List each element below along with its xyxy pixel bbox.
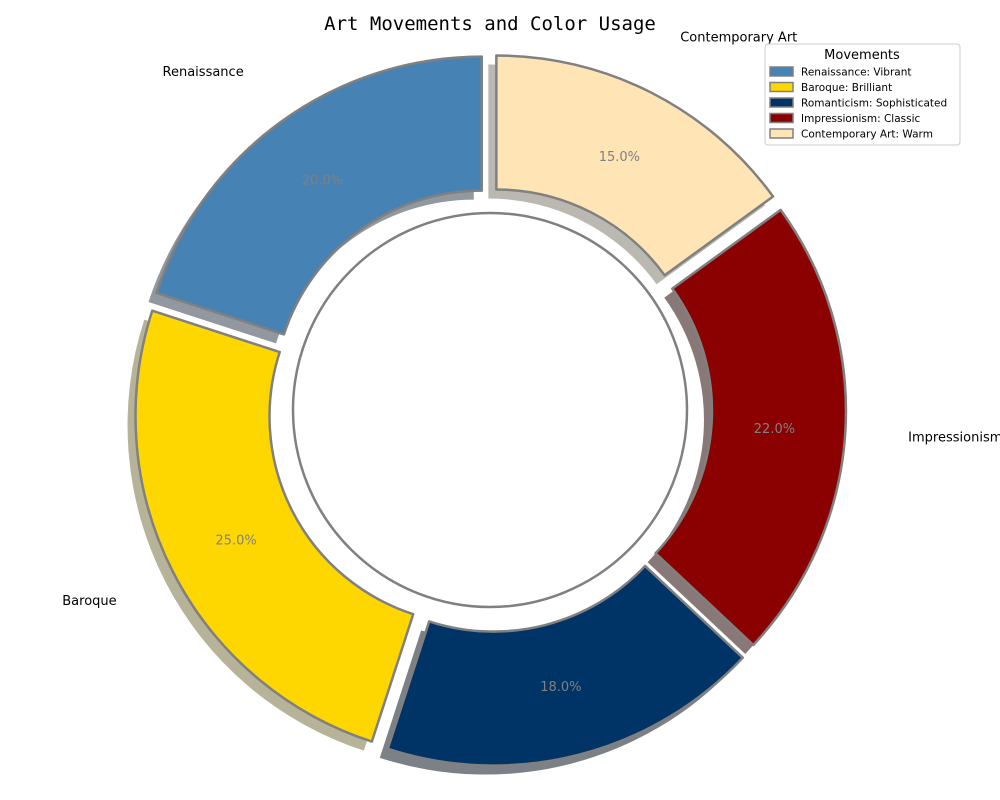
percent-label-impressionism: 22.0% — [754, 422, 795, 437]
percent-label-baroque: 25.0% — [215, 533, 256, 548]
slice-label-renaissance: Renaissance — [163, 65, 244, 80]
legend-entry-impressionism: Impressionism: Classic — [801, 113, 921, 125]
slice-label-impressionism: Impressionism — [908, 430, 1000, 445]
percent-label-renaissance: 20.0% — [302, 173, 343, 188]
legend-entry-contemporary-art: Contemporary Art: Warm — [801, 129, 933, 141]
legend: Movements Renaissance: Vibrant Baroque: B… — [764, 43, 961, 146]
slice-romanticism — [386, 564, 745, 767]
percent-labels: 20.0% 25.0% 18.0% 22.0% 15.0% — [215, 150, 795, 695]
percent-label-romanticism: 18.0% — [540, 680, 581, 695]
legend-entry-renaissance: Renaissance: Vibrant — [801, 67, 912, 79]
slice-contemporary-art — [495, 54, 775, 277]
legend-swatch-romanticism — [769, 97, 794, 108]
slice-label-baroque: Baroque — [62, 594, 116, 609]
legend-items: Renaissance: Vibrant Baroque: Brilliant Ro… — [769, 66, 947, 141]
chart-title: Art Movements and Color Usage — [324, 13, 656, 35]
legend-swatch-contemporary-art — [769, 128, 794, 139]
slice-baroque — [134, 309, 415, 743]
legend-swatch-impressionism — [769, 112, 794, 124]
legend-box — [764, 43, 961, 146]
slice-labels: RenaissanceBaroqueRomanticismImpressioni… — [62, 31, 1000, 610]
legend-swatch-baroque — [769, 81, 794, 93]
percent-label-contemporary-art: 15.0% — [599, 150, 640, 165]
legend-entry-romanticism: Romanticism: Sophisticated — [801, 98, 947, 110]
legend-entry-baroque: Baroque: Brilliant — [801, 82, 892, 94]
slice-impressionism — [654, 208, 848, 647]
slices — [134, 54, 848, 767]
donut-center-circle — [291, 211, 689, 609]
legend-swatch-renaissance — [769, 66, 794, 77]
slice-renaissance — [155, 55, 484, 336]
slice-label-contemporary-art: Contemporary Art — [680, 31, 797, 46]
legend-title: Movements — [824, 48, 900, 63]
